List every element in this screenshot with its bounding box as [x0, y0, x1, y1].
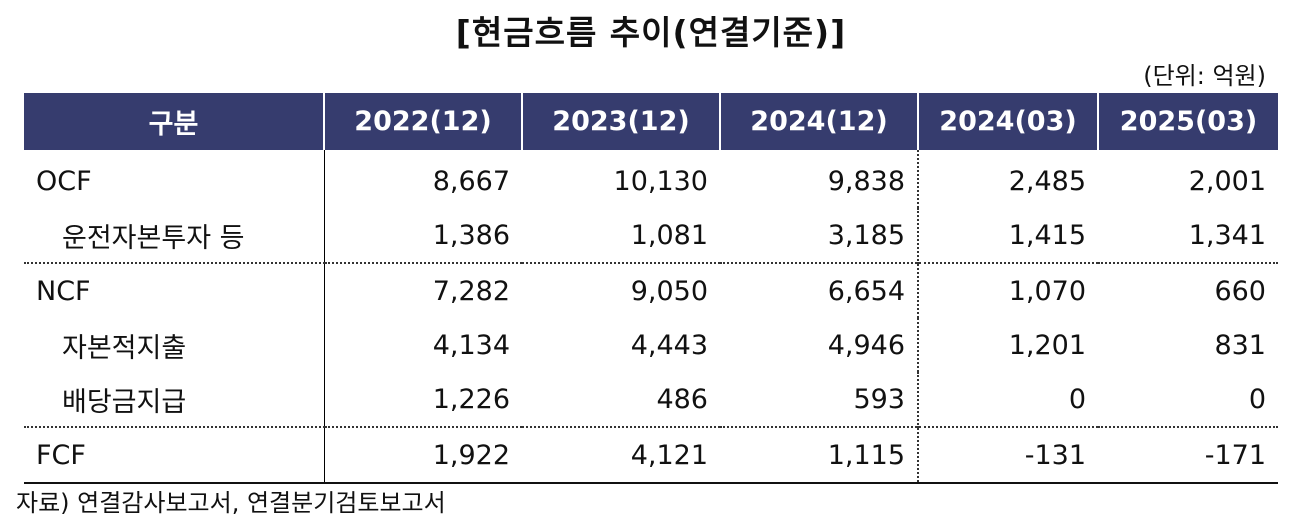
- table-cell: 0: [1248, 383, 1266, 415]
- table-cell: 0: [1068, 383, 1086, 415]
- table-cell: 9,050: [522, 262, 720, 318]
- table-cell: 1,226: [432, 383, 510, 415]
- table-cell: 1,115: [720, 426, 919, 484]
- table-header: 구분 2022(12) 2023(12) 2024(12) 2024(03) 2…: [24, 93, 1278, 150]
- row-label: FCF: [24, 426, 325, 484]
- header-2025-03: 2025(03): [1098, 93, 1278, 150]
- table-cell: 4,121: [522, 426, 720, 484]
- table-row-fcf: FCF 1,922 4,121 1,115 -131 -171: [24, 426, 1278, 484]
- table-cell: 7,282: [324, 262, 522, 318]
- table-cell: 1,070: [918, 262, 1098, 318]
- table-cell: 9,838: [720, 150, 919, 208]
- table-row-ncf: NCF 7,282 9,050 6,654 1,070 660: [24, 262, 1278, 318]
- row-label: 자본적지출: [24, 318, 325, 372]
- source-note: 자료) 연결감사보고서, 연결분기검토보고서: [16, 489, 446, 517]
- table-cell: 593: [720, 372, 919, 427]
- unit-label: (단위: 억원): [1143, 62, 1266, 90]
- header-2023-12: 2023(12): [522, 93, 721, 150]
- table-body: OCF 8,667 10,130 9,838 2,485 2,001 운전자본투…: [24, 150, 1278, 484]
- header-2024-12: 2024(12): [720, 93, 919, 150]
- table-cell: 1,081: [630, 219, 708, 251]
- table-row-working-capital: 운전자본투자 등 1,386 1,081 3,185 1,415 1,341: [24, 208, 1278, 263]
- table-cell: -171: [1098, 426, 1278, 484]
- row-label: 배당금지급: [24, 372, 325, 427]
- table-row-capex: 자본적지출 4,134 4,443 4,946 1,201 831: [24, 318, 1278, 372]
- cashflow-table: 구분 2022(12) 2023(12) 2024(12) 2024(03) 2…: [24, 93, 1278, 484]
- table-cell: 8,667: [432, 165, 510, 197]
- table-row-ocf: OCF 8,667 10,130 9,838 2,485 2,001: [24, 150, 1278, 208]
- table-cell: 4,443: [630, 329, 708, 361]
- table-cell: 1,341: [1188, 219, 1266, 251]
- table-cell: 3,185: [720, 208, 919, 263]
- table-cell: 1,201: [1008, 329, 1086, 361]
- table-cell: -131: [918, 426, 1098, 484]
- table-cell: 4,134: [432, 329, 510, 361]
- row-label: NCF: [24, 262, 325, 318]
- table-cell: 6,654: [720, 262, 919, 318]
- row-label: OCF: [24, 150, 325, 208]
- table-cell: 1,386: [432, 219, 510, 251]
- table-title: [현금흐름 추이(연결기준)]: [455, 13, 847, 52]
- header-row: 구분 2022(12) 2023(12) 2024(12) 2024(03) 2…: [24, 93, 1278, 150]
- table-cell: 1,415: [1008, 219, 1086, 251]
- table-cell: 2,001: [1188, 165, 1266, 197]
- table-cell: 10,130: [613, 165, 708, 197]
- table-cell: 486: [656, 383, 708, 415]
- table-row-dividends: 배당금지급 1,226 486 593 0 0: [24, 372, 1278, 427]
- table-cell: 660: [1098, 262, 1278, 318]
- table-cell: 4,946: [720, 318, 919, 372]
- header-2022-12: 2022(12): [324, 93, 523, 150]
- table-cell: 1,922: [324, 426, 522, 484]
- table-cell: 2,485: [1008, 165, 1086, 197]
- header-category: 구분: [24, 93, 325, 150]
- row-label: 운전자본투자 등: [24, 208, 325, 263]
- header-2024-03: 2024(03): [918, 93, 1099, 150]
- table-cell: 831: [1214, 329, 1266, 361]
